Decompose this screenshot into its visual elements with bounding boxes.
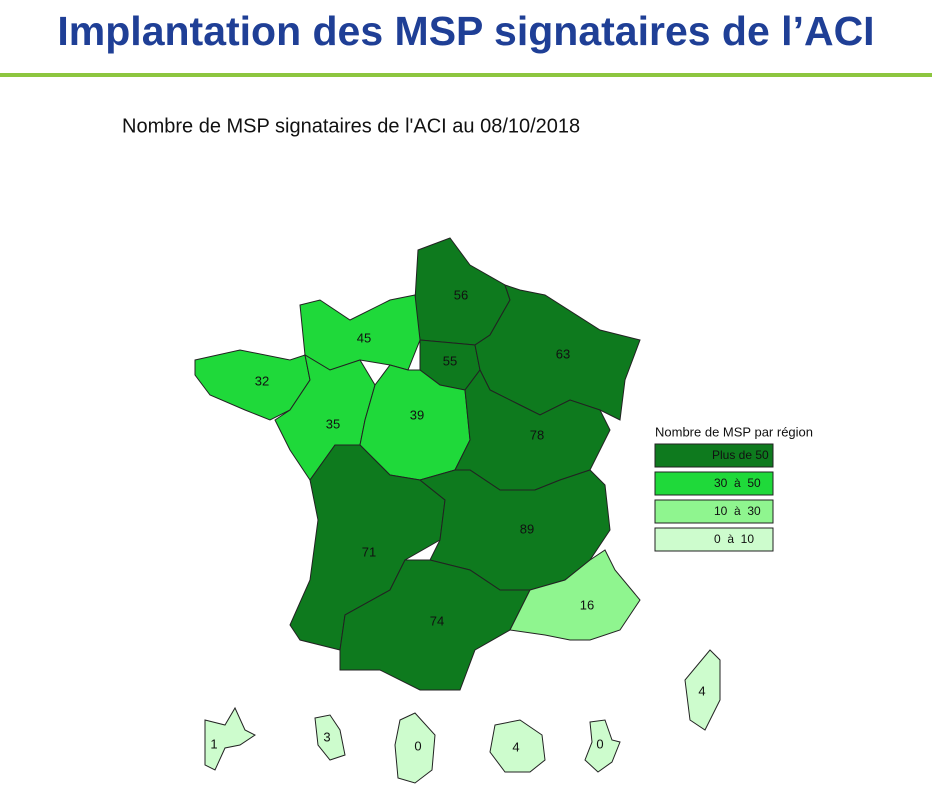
region-value: 35: [326, 416, 340, 431]
region-value: 4: [698, 683, 705, 698]
legend-swatch: [654, 527, 774, 552]
region-value: 4: [512, 739, 519, 754]
region-value: 32: [255, 373, 269, 388]
region: [509, 549, 641, 641]
title-rule: [0, 73, 932, 77]
subtitle: Nombre de MSP signataires de l'ACI au 08…: [122, 115, 580, 137]
legend-swatch: [654, 499, 774, 524]
legend-label: 10 à 30: [714, 504, 761, 518]
region-value: 55: [443, 353, 457, 368]
region: [339, 559, 531, 691]
region-value: 45: [357, 330, 371, 345]
region: [204, 706, 256, 771]
region-value: 78: [530, 427, 544, 442]
region-value: 71: [362, 544, 376, 559]
region-value: 39: [410, 407, 424, 422]
region: [394, 712, 436, 784]
legend-label: Plus de 50: [712, 448, 769, 462]
legend-label: 0 à 10: [714, 532, 754, 546]
region-value: 74: [430, 613, 444, 628]
legend-swatch: [654, 443, 774, 468]
title: Implantation des MSP signataires de l’AC…: [57, 8, 874, 54]
region-value: 16: [580, 597, 594, 612]
legend-swatch: [654, 471, 774, 496]
legend-label: 30 à 50: [714, 476, 761, 490]
region: [314, 714, 346, 761]
region-value: 89: [520, 521, 534, 536]
region-value: 0: [414, 738, 421, 753]
region: [489, 719, 546, 773]
legend-title: Nombre de MSP par région: [655, 424, 813, 439]
region-value: 0: [596, 736, 603, 751]
region-value: 3: [323, 729, 330, 744]
region-value: 1: [210, 736, 217, 751]
region-value: 56: [454, 287, 468, 302]
region: [684, 649, 721, 731]
region-value: 63: [556, 346, 570, 361]
region: [584, 719, 621, 773]
